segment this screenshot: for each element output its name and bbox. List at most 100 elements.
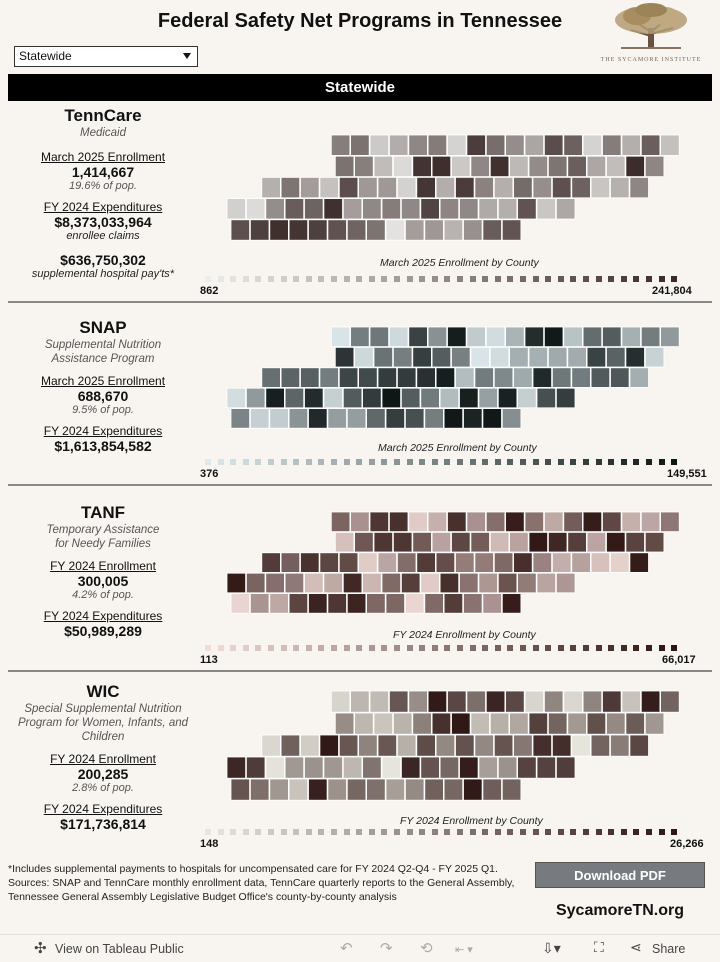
county-shape[interactable]: [644, 346, 665, 368]
county-shape[interactable]: [366, 778, 386, 801]
county-shape[interactable]: [551, 367, 572, 388]
county-shape[interactable]: [388, 511, 409, 533]
county-shape[interactable]: [482, 593, 502, 614]
county-shape[interactable]: [459, 572, 479, 594]
county-shape[interactable]: [451, 712, 471, 735]
county-shape[interactable]: [373, 155, 394, 178]
county-shape[interactable]: [439, 198, 460, 220]
download-pdf-button[interactable]: Download PDF: [535, 862, 705, 888]
county-shape[interactable]: [385, 219, 406, 241]
county-shape[interactable]: [571, 734, 591, 757]
county-shape[interactable]: [346, 408, 367, 429]
county-shape[interactable]: [424, 593, 444, 614]
region-dropdown[interactable]: Statewide: [14, 46, 198, 67]
county-shape[interactable]: [338, 734, 359, 757]
county-shape[interactable]: [408, 326, 428, 348]
county-shape[interactable]: [412, 155, 432, 178]
county-shape[interactable]: [304, 387, 324, 409]
county-shape[interactable]: [354, 155, 374, 178]
county-shape[interactable]: [412, 531, 432, 553]
county-shape[interactable]: [392, 155, 413, 178]
county-shape[interactable]: [392, 531, 413, 553]
county-map[interactable]: [205, 507, 690, 619]
county-shape[interactable]: [513, 367, 533, 388]
county-shape[interactable]: [288, 593, 309, 614]
county-shape[interactable]: [392, 346, 413, 368]
county-shape[interactable]: [660, 511, 680, 533]
county-shape[interactable]: [424, 408, 444, 429]
county-shape[interactable]: [478, 756, 498, 779]
county-shape[interactable]: [497, 572, 518, 594]
county-shape[interactable]: [455, 734, 475, 757]
county-shape[interactable]: [284, 198, 305, 220]
redo-icon[interactable]: ↷: [380, 940, 393, 957]
county-shape[interactable]: [555, 756, 576, 779]
county-shape[interactable]: [346, 219, 367, 241]
county-shape[interactable]: [269, 778, 289, 801]
county-shape[interactable]: [362, 572, 382, 594]
county-shape[interactable]: [373, 712, 394, 735]
view-on-tableau-link[interactable]: View on Tableau Public: [55, 942, 184, 956]
county-shape[interactable]: [606, 346, 626, 368]
county-shape[interactable]: [338, 367, 359, 388]
county-shape[interactable]: [443, 219, 464, 241]
county-shape[interactable]: [366, 408, 386, 429]
county-shape[interactable]: [586, 531, 607, 553]
county-shape[interactable]: [439, 756, 460, 779]
county-shape[interactable]: [420, 756, 440, 779]
county-shape[interactable]: [497, 198, 518, 220]
county-shape[interactable]: [478, 387, 498, 409]
county-shape[interactable]: [427, 326, 448, 348]
county-shape[interactable]: [640, 134, 661, 156]
county-shape[interactable]: [396, 552, 417, 573]
county-shape[interactable]: [350, 511, 370, 533]
county-shape[interactable]: [416, 552, 436, 573]
county-shape[interactable]: [412, 712, 432, 735]
county-shape[interactable]: [493, 367, 514, 388]
county-shape[interactable]: [330, 690, 351, 713]
county-shape[interactable]: [404, 219, 425, 241]
county-shape[interactable]: [524, 134, 545, 156]
county-shape[interactable]: [482, 219, 502, 241]
county-shape[interactable]: [388, 690, 409, 713]
county-shape[interactable]: [362, 198, 382, 220]
county-shape[interactable]: [334, 346, 355, 368]
county-shape[interactable]: [435, 177, 456, 199]
county-shape[interactable]: [443, 593, 464, 614]
county-shape[interactable]: [517, 387, 537, 409]
county-shape[interactable]: [404, 593, 425, 614]
share-icon[interactable]: ⋖: [630, 939, 642, 955]
county-shape[interactable]: [606, 155, 626, 178]
county-shape[interactable]: [427, 134, 448, 156]
county-shape[interactable]: [261, 177, 281, 199]
county-shape[interactable]: [606, 531, 626, 553]
county-shape[interactable]: [602, 690, 622, 713]
county-shape[interactable]: [501, 219, 522, 241]
county-shape[interactable]: [466, 690, 486, 713]
county-shape[interactable]: [280, 177, 301, 199]
county-shape[interactable]: [377, 734, 398, 757]
county-shape[interactable]: [354, 531, 374, 553]
county-shape[interactable]: [501, 408, 522, 429]
county-shape[interactable]: [536, 756, 557, 779]
county-shape[interactable]: [431, 712, 452, 735]
county-shape[interactable]: [338, 552, 359, 573]
county-shape[interactable]: [416, 734, 436, 757]
county-shape[interactable]: [517, 572, 537, 594]
county-shape[interactable]: [505, 690, 525, 713]
county-shape[interactable]: [435, 367, 456, 388]
county-shape[interactable]: [532, 734, 553, 757]
county-shape[interactable]: [400, 198, 421, 220]
county-shape[interactable]: [509, 531, 529, 553]
county-shape[interactable]: [493, 552, 514, 573]
county-shape[interactable]: [485, 511, 506, 533]
county-shape[interactable]: [323, 572, 343, 594]
county-shape[interactable]: [250, 778, 270, 801]
county-shape[interactable]: [381, 198, 402, 220]
county-shape[interactable]: [280, 552, 301, 573]
county-shape[interactable]: [284, 756, 305, 779]
county-shape[interactable]: [528, 712, 549, 735]
county-shape[interactable]: [644, 712, 665, 735]
county-shape[interactable]: [369, 134, 390, 156]
county-shape[interactable]: [602, 326, 622, 348]
